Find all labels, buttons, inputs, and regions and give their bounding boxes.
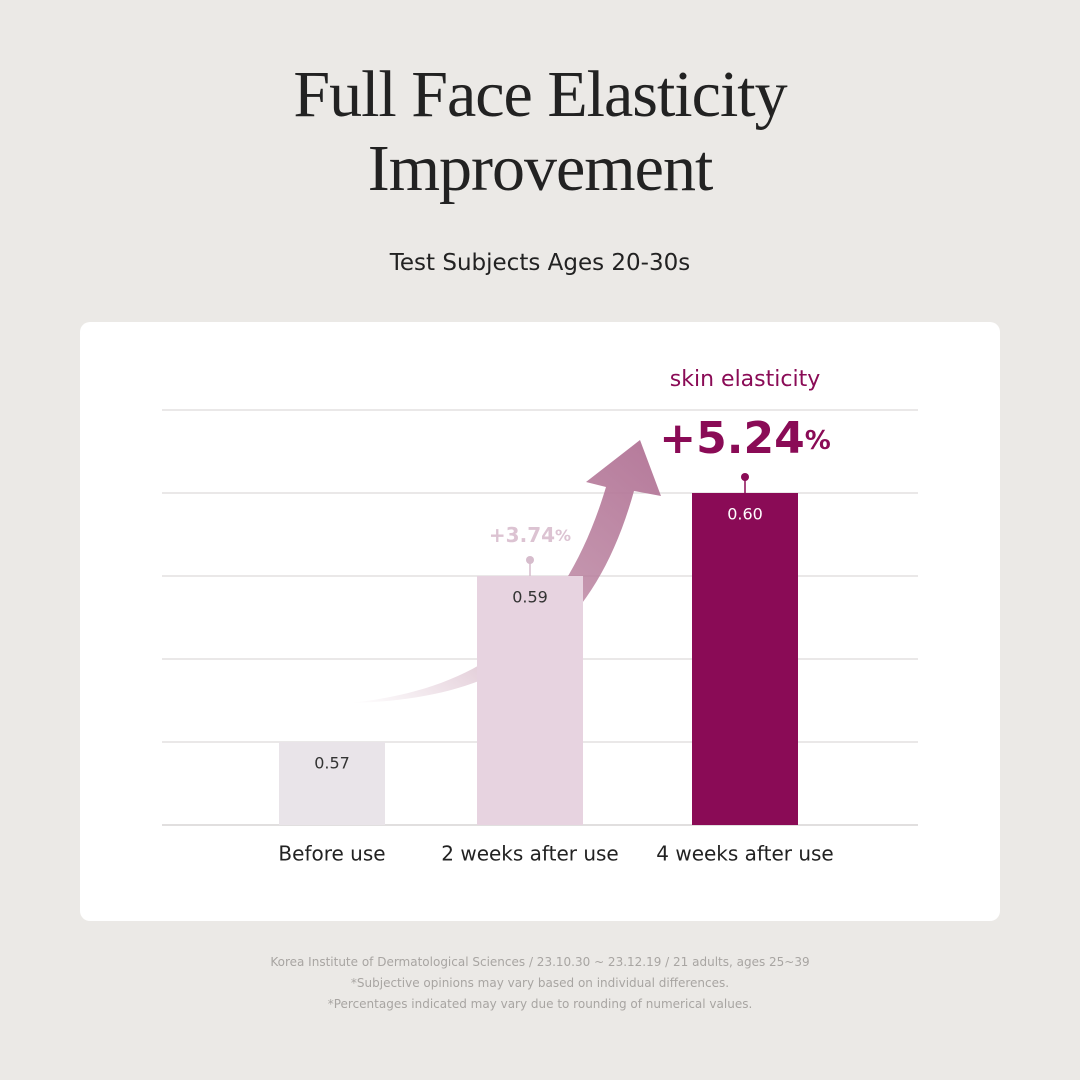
x-tick-label: 4 weeks after use bbox=[656, 842, 833, 866]
pin-dot bbox=[741, 473, 749, 481]
value-label: 0.60 bbox=[727, 505, 763, 524]
footnote: *Subjective opinions may vary based on i… bbox=[350, 976, 730, 990]
change-unit: % bbox=[555, 526, 571, 545]
pin-dot bbox=[526, 556, 534, 564]
subtitle: Test Subjects Ages 20-30s bbox=[389, 250, 691, 276]
value-label: 0.57 bbox=[314, 754, 350, 773]
bar bbox=[692, 493, 798, 825]
bar bbox=[279, 742, 385, 825]
change-number: +5.24 bbox=[659, 413, 804, 464]
x-tick-label: 2 weeks after use bbox=[441, 842, 618, 866]
bar bbox=[477, 576, 583, 825]
x-tick-label: Before use bbox=[278, 842, 385, 866]
annotation-title: skin elasticity bbox=[670, 367, 820, 392]
value-label: 0.59 bbox=[512, 588, 548, 607]
change-unit: % bbox=[805, 426, 831, 456]
change-label: +5.24% bbox=[659, 413, 831, 464]
chart-title: Full Face Elasticity Improvement bbox=[293, 58, 787, 205]
footnote: *Percentages indicated may vary due to r… bbox=[327, 997, 753, 1011]
footnote: Korea Institute of Dermatological Scienc… bbox=[270, 955, 810, 969]
change-number: +3.74 bbox=[489, 523, 555, 547]
change-label: +3.74% bbox=[489, 523, 571, 547]
footnotes: Korea Institute of Dermatological Scienc… bbox=[0, 952, 1080, 1015]
